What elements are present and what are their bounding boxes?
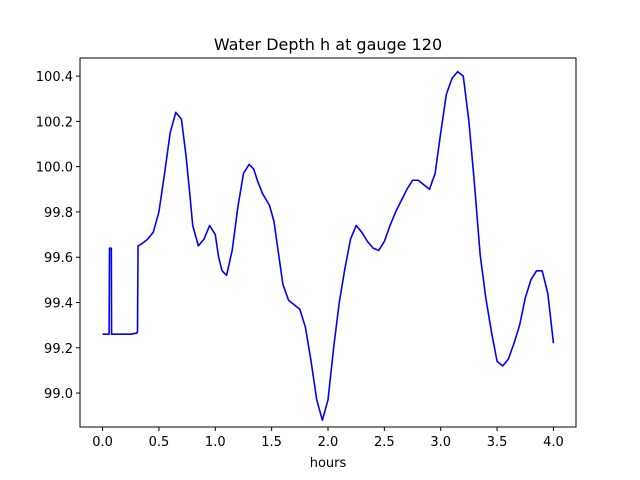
x-tick-label: 0.0 [92,435,113,450]
y-tick-label: 99.6 [44,251,73,266]
y-tick-label: 100.0 [36,161,73,176]
y-axis: 99.0 99.2 99.4 99.6 99.8 100.0 100.2 100.4 [36,70,80,402]
y-tick-label: 99.8 [44,206,73,221]
x-axis-label: hours [310,456,347,471]
y-tick-label: 100.4 [36,70,73,85]
x-tick-label: 3.5 [487,435,508,450]
plot-area [102,70,555,422]
plot-frame [79,57,577,428]
x-tick-label: 3.0 [430,435,451,450]
x-tick-label: 2.0 [318,435,339,450]
x-tick-label: 2.5 [374,435,395,450]
y-tick-label: 99.2 [44,342,73,357]
x-tick-label: 0.5 [149,435,170,450]
y-tick-label: 99.4 [44,296,73,311]
x-tick-label: 4.0 [543,435,564,450]
y-tick-label: 99.0 [44,387,73,402]
series-line-0 [102,70,555,422]
x-tick-label: 1.5 [261,435,282,450]
chart-title: Water Depth h at gauge 120 [214,35,442,54]
x-tick-label: 1.0 [205,435,226,450]
x-axis: 0.0 0.5 1.0 1.5 2.0 2.5 3.0 3.5 4.0 [92,427,564,450]
y-tick-label: 100.2 [36,115,73,130]
